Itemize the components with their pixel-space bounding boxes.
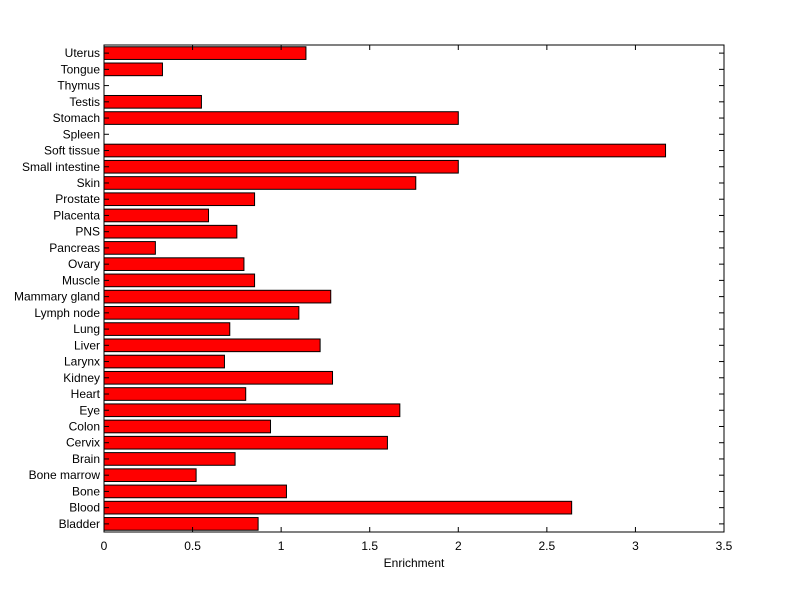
bar-larynx xyxy=(103,354,225,369)
y-tick-label: Larynx xyxy=(64,355,100,369)
x-tick-label: 3 xyxy=(632,539,639,553)
y-tick-label: Prostate xyxy=(55,192,100,206)
bar-ovary xyxy=(103,257,245,271)
y-tick-label: Liver xyxy=(74,338,100,352)
y-tick-label: Small intestine xyxy=(22,160,100,174)
bar-pancreas xyxy=(103,241,156,255)
y-tick-label: Pancreas xyxy=(49,241,100,255)
bar-lymph-node xyxy=(103,306,300,320)
y-tick-label: Tongue xyxy=(61,62,101,76)
y-tick-group: Bladder Blood Bone Bone marrow Brain Cervix Co… xyxy=(14,46,724,531)
x-tick-label: 0 xyxy=(101,539,108,553)
bar-soft-tissue xyxy=(103,143,667,158)
bar-heart xyxy=(103,387,247,401)
y-tick-label: Brain xyxy=(72,452,100,466)
y-tick-label: Ovary xyxy=(68,257,100,271)
bar-prostate xyxy=(103,192,256,207)
y-tick-label: Soft tissue xyxy=(44,144,100,158)
bar-skin xyxy=(103,176,417,190)
bar-colon xyxy=(103,419,272,434)
y-tick-label: Spleen xyxy=(63,127,100,141)
y-tick-label: Kidney xyxy=(63,371,100,385)
x-axis-label: Enrichment xyxy=(384,556,445,570)
bar-liver xyxy=(103,338,321,353)
y-tick-label: PNS xyxy=(75,225,100,239)
bar-uterus xyxy=(103,46,307,60)
y-tick-label: Skin xyxy=(77,176,100,190)
x-tick-label: 2.5 xyxy=(539,539,556,553)
x-tick-label: 0.5 xyxy=(184,539,201,553)
y-tick-label: Bone xyxy=(72,484,100,498)
y-tick-label: Heart xyxy=(71,387,101,401)
bar-pns xyxy=(103,224,238,239)
bar-bone xyxy=(103,484,287,499)
bar-bone-marrow xyxy=(103,468,197,483)
y-tick-label: Blood xyxy=(69,501,100,515)
bar-bladder xyxy=(103,517,259,531)
bar-cervix xyxy=(103,435,388,450)
plot-frame xyxy=(103,44,725,533)
bar-stomach xyxy=(103,111,459,125)
x-tick-label: 1 xyxy=(278,539,285,553)
x-tick-label: 3.5 xyxy=(716,539,733,553)
y-tick-label: Placenta xyxy=(53,208,100,222)
bar-placenta xyxy=(103,208,210,223)
y-tick-label: Eye xyxy=(79,403,100,417)
y-tick-label: Uterus xyxy=(65,46,100,60)
y-tick-label: Bone marrow xyxy=(29,468,101,482)
bar-eye xyxy=(103,403,401,418)
plot-background xyxy=(104,45,724,532)
bar-lung xyxy=(103,322,231,336)
y-tick-label: Bladder xyxy=(59,517,100,531)
y-tick-label: Stomach xyxy=(53,111,100,125)
y-tick-label: Mammary gland xyxy=(14,290,100,304)
x-tick-label: 1.5 xyxy=(361,539,378,553)
bar-testis xyxy=(103,94,202,109)
y-tick-label: Lymph node xyxy=(34,306,100,320)
bar-kidney xyxy=(103,370,334,385)
y-tick-label: Testis xyxy=(69,95,100,109)
bar-small-intestine xyxy=(103,159,459,174)
bar-tongue xyxy=(103,62,163,77)
y-tick-label: Thymus xyxy=(57,79,100,93)
x-tick-label: 2 xyxy=(455,539,462,553)
y-tick-label: Colon xyxy=(69,419,100,433)
y-tick-label: Muscle xyxy=(62,273,100,287)
bar-brain xyxy=(103,452,236,466)
bar-blood xyxy=(103,500,573,515)
bar-mammary-gland xyxy=(103,289,332,304)
bar-muscle xyxy=(103,273,256,288)
y-tick-label: Cervix xyxy=(66,436,100,450)
y-tick-label: Lung xyxy=(73,322,100,336)
